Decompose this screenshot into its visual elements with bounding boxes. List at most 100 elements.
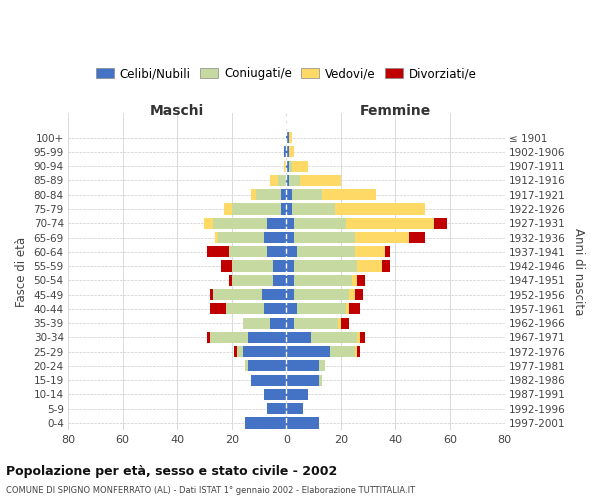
Bar (286, 332, 311, 343)
Legend: Celibi/Nubili, Coniugati/e, Vedovi/e, Divorziati/e: Celibi/Nubili, Coniugati/e, Vedovi/e, Di… (92, 62, 481, 84)
Bar (295, 218, 346, 229)
Bar (221, 260, 232, 272)
Bar (286, 146, 289, 158)
Bar (409, 232, 425, 243)
Bar (286, 204, 292, 214)
Bar (330, 346, 355, 357)
Bar (346, 304, 349, 314)
Text: Femmine: Femmine (360, 104, 431, 118)
Bar (245, 360, 248, 372)
Bar (232, 260, 272, 272)
Bar (248, 332, 286, 343)
Bar (267, 246, 286, 258)
Bar (286, 160, 289, 172)
Bar (218, 232, 265, 243)
Bar (286, 403, 302, 414)
Bar (210, 304, 226, 314)
Bar (289, 175, 300, 186)
Bar (289, 132, 292, 143)
Bar (286, 260, 295, 272)
Bar (207, 246, 229, 258)
Bar (286, 218, 295, 229)
Bar (319, 374, 322, 386)
Bar (284, 146, 286, 158)
Bar (338, 318, 341, 328)
Bar (295, 289, 349, 300)
Bar (311, 332, 357, 343)
Bar (229, 275, 232, 286)
Bar (248, 360, 286, 372)
Bar (292, 189, 322, 200)
Text: Popolazione per età, sesso e stato civile - 2002: Popolazione per età, sesso e stato civil… (6, 464, 337, 477)
Bar (251, 374, 286, 386)
Bar (286, 232, 295, 243)
Bar (382, 260, 390, 272)
Bar (297, 246, 355, 258)
Bar (286, 374, 319, 386)
Text: COMUNE DI SPIGNO MONFERRATO (AL) - Dati ISTAT 1° gennaio 2002 - Elaborazione TUT: COMUNE DI SPIGNO MONFERRATO (AL) - Dati … (6, 486, 415, 495)
Bar (357, 260, 382, 272)
Bar (286, 318, 295, 328)
Bar (286, 360, 319, 372)
Bar (295, 318, 338, 328)
Bar (297, 304, 346, 314)
Bar (355, 232, 409, 243)
Bar (357, 275, 365, 286)
Bar (232, 204, 281, 214)
Bar (245, 418, 286, 428)
Bar (357, 332, 360, 343)
Bar (226, 304, 265, 314)
Bar (270, 175, 278, 186)
Bar (235, 346, 237, 357)
Bar (242, 346, 286, 357)
Bar (289, 160, 292, 172)
Bar (434, 218, 448, 229)
Bar (267, 218, 286, 229)
Bar (215, 232, 218, 243)
Bar (286, 289, 295, 300)
Bar (237, 346, 242, 357)
Bar (286, 189, 292, 200)
Bar (262, 289, 286, 300)
Bar (286, 304, 297, 314)
Bar (210, 289, 212, 300)
Bar (355, 246, 385, 258)
Bar (242, 318, 270, 328)
Bar (212, 289, 262, 300)
Bar (292, 160, 308, 172)
Bar (207, 332, 210, 343)
Bar (286, 275, 295, 286)
Bar (281, 189, 286, 200)
Bar (300, 175, 341, 186)
Bar (341, 318, 349, 328)
Bar (265, 304, 286, 314)
Bar (286, 175, 289, 186)
Bar (229, 246, 267, 258)
Bar (360, 332, 365, 343)
Bar (322, 189, 376, 200)
Bar (278, 175, 286, 186)
Bar (286, 389, 308, 400)
Bar (355, 346, 357, 357)
Bar (272, 260, 286, 272)
Bar (267, 403, 286, 414)
Bar (286, 346, 330, 357)
Bar (256, 189, 281, 200)
Bar (349, 289, 355, 300)
Bar (286, 246, 297, 258)
Bar (357, 346, 360, 357)
Bar (284, 160, 286, 172)
Text: Maschi: Maschi (150, 104, 204, 118)
Bar (270, 318, 286, 328)
Bar (210, 332, 248, 343)
Bar (281, 204, 286, 214)
Bar (295, 260, 357, 272)
Bar (251, 189, 256, 200)
Y-axis label: Fasce di età: Fasce di età (15, 236, 28, 307)
Bar (286, 132, 289, 143)
Bar (352, 275, 357, 286)
Bar (212, 218, 267, 229)
Bar (205, 218, 212, 229)
Bar (265, 232, 286, 243)
Bar (346, 218, 434, 229)
